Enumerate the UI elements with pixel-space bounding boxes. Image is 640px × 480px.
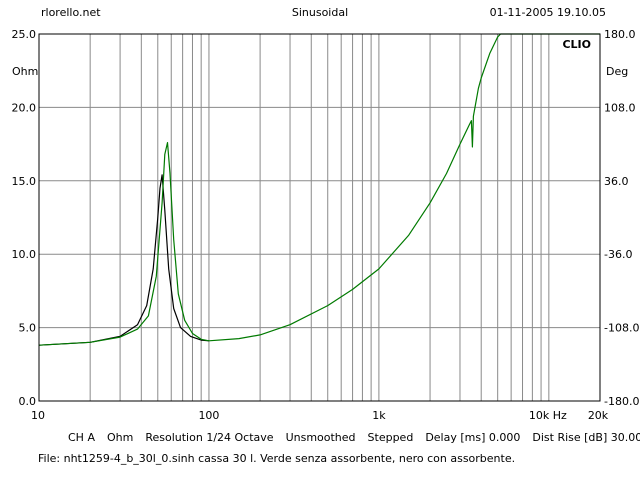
y-left-tick-label: 10.0 [12,248,37,261]
axis-labels: 25.0 20.0 15.0 10.0 5.0 0.0 180.0 108.0 36.0 -36.… [12,28,640,422]
series-line-1 [38,174,209,346]
clio-brand-label: CLIO [562,38,591,51]
series-line-2 [38,33,600,346]
plot-frame [38,33,601,402]
grid [39,34,600,401]
y-right-tick-label: -108.0 [604,322,639,335]
footer-stepping: Stepped [367,431,414,444]
footer-unit: Ohm [106,431,134,444]
footer-channel: CH A [68,431,95,444]
y-left-tick-label: 0.0 [19,395,37,408]
y-right-tick-label: -36.0 [604,248,632,261]
x-tick-label: 100 [198,409,219,422]
y-left-unit-label: Ohm [12,65,38,78]
y-right-tick-label: 108.0 [604,101,636,114]
y-right-unit-label: Deg [606,65,628,78]
x-tick-label: 20k [588,409,609,422]
y-right-tick-label: 180.0 [604,28,636,41]
x-tick-label: 10k Hz [529,409,567,422]
footer-delay: Delay [ms] 0.000 [425,431,521,444]
footer-resolution: Resolution 1/24 Octave [145,431,274,444]
y-left-tick-label: 25.0 [12,28,37,41]
footer-smoothing: Unsmoothed [285,431,356,444]
y-left-tick-label: 5.0 [19,322,37,335]
series-group [38,33,600,346]
x-tick-label: 1k [372,409,386,422]
header-mode: Sinusoidal [291,6,349,19]
footer-dist-rise: Dist Rise [dB] 30.00 [532,431,640,444]
y-left-tick-label: 15.0 [12,175,37,188]
y-right-tick-label: -180.0 [604,395,639,408]
y-right-tick-label: 36.0 [604,175,629,188]
y-left-tick-label: 20.0 [12,101,37,114]
footer-file-note: File: nht1259-4_b_30l_0.sinh cassa 30 l.… [38,452,516,465]
header-site: rlorello.net [41,6,101,19]
x-tick-label: 10 [31,409,45,422]
footer-settings: CH A Ohm Resolution 1/24 Octave Unsmoothed S… [68,431,640,444]
header-datetime: 01-11-2005 19.10.05 [489,6,606,19]
